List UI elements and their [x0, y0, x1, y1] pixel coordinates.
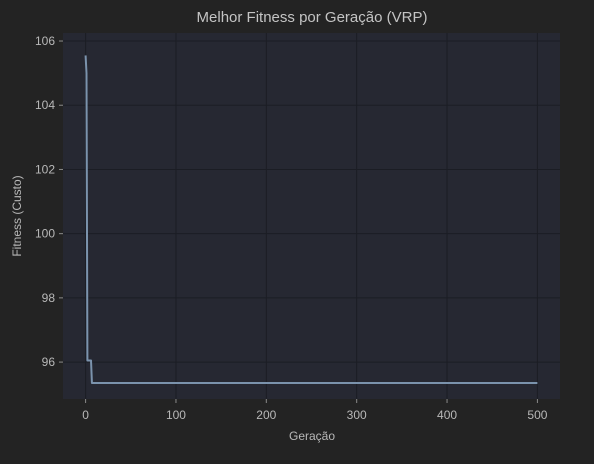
- x-tick-label: 300: [347, 408, 367, 422]
- y-tick-label: 98: [42, 291, 56, 305]
- x-tick-label: 500: [527, 408, 547, 422]
- x-tick-label: 0: [82, 408, 89, 422]
- y-axis: 96 98 100 102 104 106: [35, 34, 63, 369]
- y-tick-label: 96: [42, 355, 56, 369]
- chart-title: Melhor Fitness por Geração (VRP): [197, 9, 428, 26]
- x-tick-label: 100: [166, 408, 186, 422]
- x-tick-label: 400: [437, 408, 457, 422]
- x-axis-label: Geração: [289, 429, 335, 443]
- plot-area: [63, 33, 560, 399]
- x-tick-label: 200: [256, 408, 276, 422]
- series-layer: [84, 55, 538, 384]
- grid: [63, 33, 560, 399]
- y-axis-label: Fitness (Custo): [10, 175, 24, 256]
- series-line: [84, 55, 538, 384]
- y-tick-label: 102: [35, 162, 55, 176]
- y-tick-label: 104: [35, 98, 55, 112]
- x-axis: 0 100 200 300 400 500: [82, 399, 548, 422]
- y-tick-label: 100: [35, 227, 55, 241]
- y-tick-label: 106: [35, 34, 55, 48]
